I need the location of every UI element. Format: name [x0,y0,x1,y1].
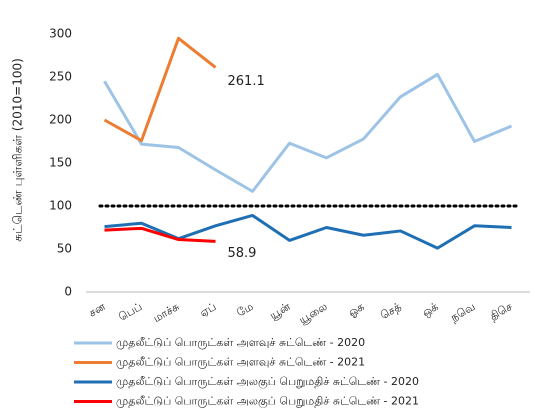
series-line [103,72,513,193]
y-tick-label: 50 [57,242,72,256]
x-tick-label: பெப் [116,300,144,324]
y-tick-label: 0 [64,285,72,299]
legend-label: முதலீட்டுப் பொருட்கள் அலகுப் பெறுமதிச் ச… [116,395,419,410]
y-tick-label: 200 [49,113,72,127]
x-tick-label: ஒக் [420,300,441,319]
y-tick-label: 100 [49,199,72,213]
x-tick-label: ஓக [346,300,367,319]
x-tick-label: யூலை [297,300,330,326]
x-tick-label: ஏப் [197,300,218,320]
y-tick-label: 150 [49,156,72,170]
legend-label: முதலீட்டுப் பொருட்கள் அலகுப் பெறுமதிச் ச… [116,375,419,390]
data-label: 58.9 [228,246,257,261]
x-tick-label: மாச்சு [151,300,182,325]
series-line [104,213,512,250]
y-tick-label: 300 [49,27,72,41]
y-tick-label: 250 [49,70,72,84]
x-tick-label: நவெ [448,300,477,324]
x-tick-label: சன [86,300,107,320]
x-tick-label: செத் [378,300,403,322]
x-tick-label: யூன் [267,300,292,322]
legend-label: முதலீட்டுப் பொருட்கள் அளவுச் சுட்டெண் - … [116,336,365,349]
series-line [103,36,217,143]
x-tick-label: திசெ [487,300,514,323]
x-tick-label: மே [235,300,256,320]
legend-label: முதலீட்டுப் பொருட்கள் அளவுச் சுட்டெண் - … [116,356,365,369]
series-line [104,226,216,243]
y-axis-label: சுட்டெண் புள்ளிகள் (2010=100) [11,58,25,242]
data-label: 261.1 [228,74,265,89]
